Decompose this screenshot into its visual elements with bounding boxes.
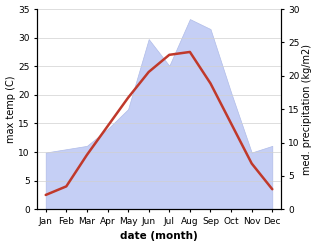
X-axis label: date (month): date (month) [120, 231, 198, 242]
Y-axis label: max temp (C): max temp (C) [5, 75, 16, 143]
Y-axis label: med. precipitation (kg/m2): med. precipitation (kg/m2) [302, 44, 313, 175]
